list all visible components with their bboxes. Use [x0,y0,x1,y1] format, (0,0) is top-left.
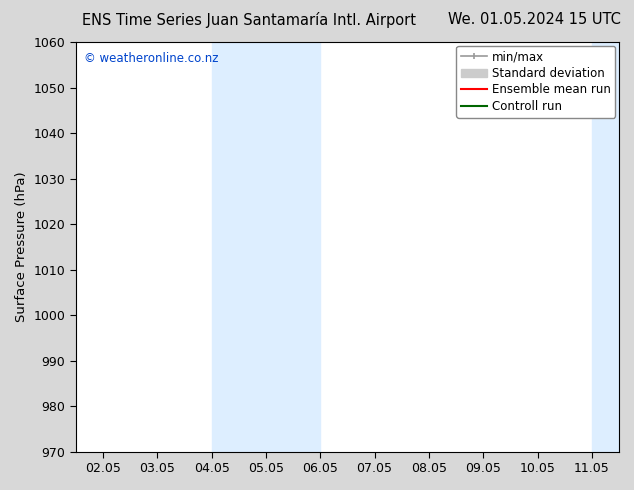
Y-axis label: Surface Pressure (hPa): Surface Pressure (hPa) [15,172,28,322]
Bar [592,42,619,452]
Text: © weatheronline.co.nz: © weatheronline.co.nz [84,52,219,65]
Text: We. 01.05.2024 15 UTC: We. 01.05.2024 15 UTC [448,12,621,27]
Text: ENS Time Series Juan Santamaría Intl. Airport: ENS Time Series Juan Santamaría Intl. Ai… [82,12,417,28]
Legend: min/max, Standard deviation, Ensemble mean run, Controll run: min/max, Standard deviation, Ensemble me… [456,46,616,118]
Bar [212,42,320,452]
